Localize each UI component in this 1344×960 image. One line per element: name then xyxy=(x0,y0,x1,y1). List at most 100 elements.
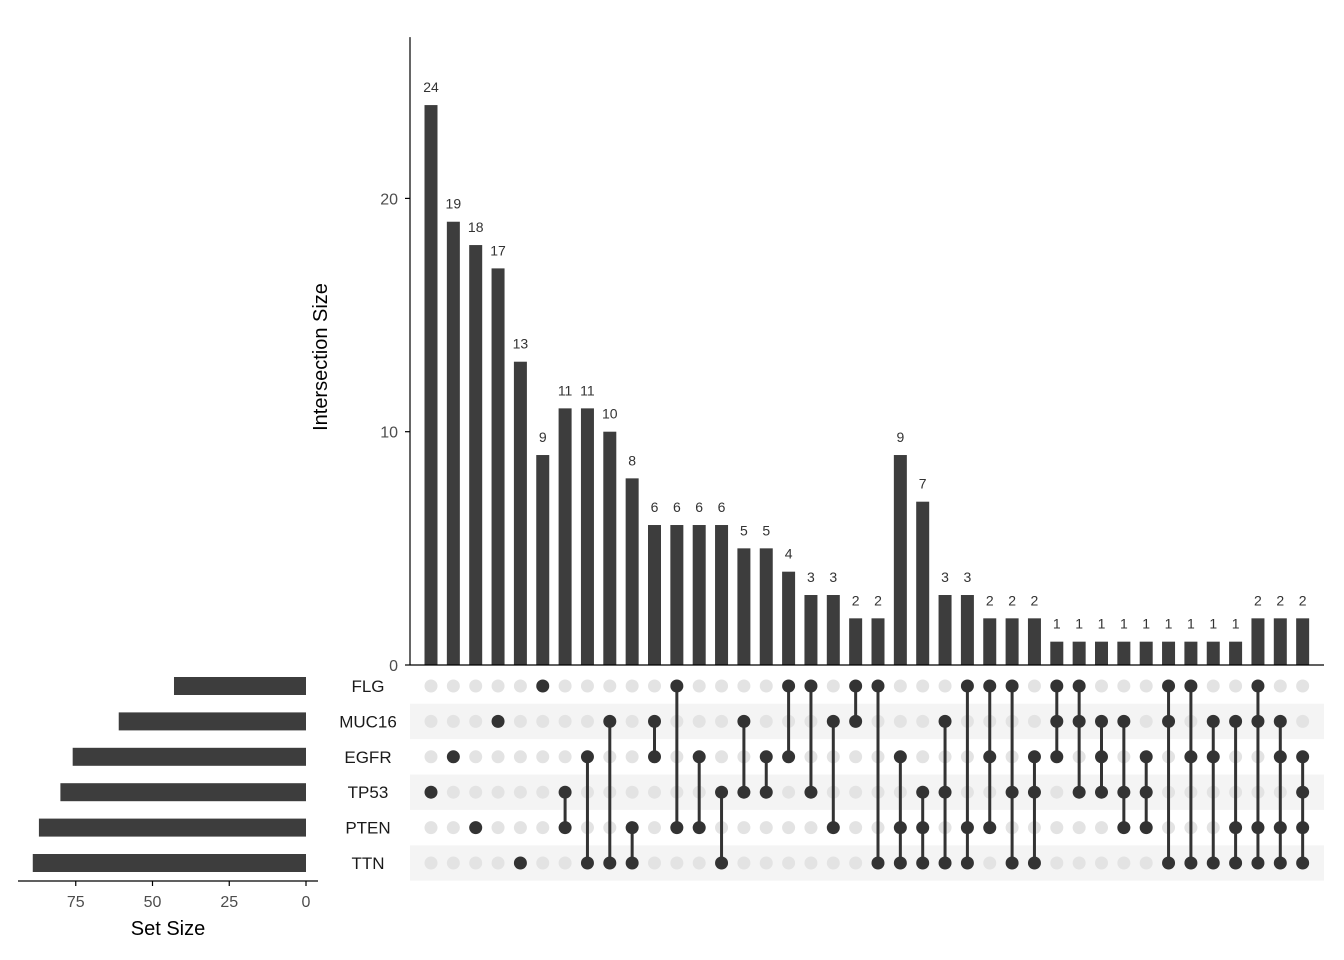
matrix-dot-active xyxy=(1296,821,1310,835)
intersection-bar-label: 19 xyxy=(446,196,462,212)
intersection-bar xyxy=(916,501,930,665)
intersection-bar-label: 6 xyxy=(718,499,726,515)
matrix-dot-active xyxy=(1027,785,1041,799)
matrix-dot-active xyxy=(1206,750,1220,764)
matrix-dot-active xyxy=(1273,750,1287,764)
matrix-dot-inactive xyxy=(1296,679,1310,693)
set-size-bar-egfr xyxy=(72,747,307,766)
matrix-dot-inactive xyxy=(1117,856,1131,870)
intersection-bar xyxy=(648,525,661,665)
matrix-dot-active xyxy=(1050,679,1064,693)
matrix-dot-inactive xyxy=(536,821,550,835)
matrix-dot-active xyxy=(983,679,997,693)
intersection-bar-label: 1 xyxy=(1120,616,1128,632)
intersection-bar-label: 2 xyxy=(1276,592,1284,608)
matrix-dot-inactive xyxy=(983,856,997,870)
matrix-dot-active xyxy=(893,750,907,764)
matrix-dot-inactive xyxy=(536,785,550,799)
intersection-bar xyxy=(782,571,796,665)
intersection-bar-label: 24 xyxy=(423,79,439,95)
matrix-dot-active xyxy=(670,679,684,693)
intersection-bar xyxy=(1251,618,1265,665)
matrix-dot-inactive xyxy=(826,679,840,693)
matrix-dot-inactive xyxy=(446,679,460,693)
matrix-dot-inactive xyxy=(558,714,572,728)
matrix-dot-inactive xyxy=(737,856,751,870)
matrix-dot-inactive xyxy=(916,679,930,693)
set-label-pten: PTEN xyxy=(345,819,390,838)
matrix-dot-inactive xyxy=(759,856,773,870)
matrix-dot-active xyxy=(1005,856,1019,870)
intersection-bar-label: 6 xyxy=(651,499,659,515)
matrix-dot-active xyxy=(424,785,438,799)
matrix-dot-active xyxy=(1095,750,1108,764)
matrix-dot-inactive xyxy=(491,679,505,693)
matrix-dot-inactive xyxy=(1050,785,1064,799)
intersection-bar xyxy=(1027,618,1041,665)
intersection-bar xyxy=(960,595,974,665)
matrix-dot-inactive xyxy=(625,679,639,693)
intersection-bar xyxy=(625,478,639,665)
intersection-bar-label: 3 xyxy=(807,569,815,585)
matrix-dot-inactive xyxy=(1117,679,1131,693)
intersection-bar xyxy=(491,268,505,665)
matrix-dot-active xyxy=(1095,785,1108,799)
intersection-bar-label: 2 xyxy=(1254,592,1262,608)
matrix-dot-active xyxy=(1296,750,1310,764)
intersection-bar-label: 9 xyxy=(539,429,547,445)
matrix-dot-inactive xyxy=(737,821,751,835)
matrix-dot-active xyxy=(558,785,572,799)
matrix-dot-inactive xyxy=(849,856,863,870)
matrix-dot-inactive xyxy=(580,679,594,693)
matrix-dot-inactive xyxy=(804,821,818,835)
intersection-bar xyxy=(1229,641,1243,665)
matrix-dot-inactive xyxy=(1206,679,1220,693)
matrix-dot-active xyxy=(782,679,796,693)
set-size-tick-label: 75 xyxy=(67,894,85,911)
matrix-dot-inactive xyxy=(469,856,483,870)
matrix-dot-active xyxy=(648,714,661,728)
matrix-dot-inactive xyxy=(759,821,773,835)
matrix-dot-inactive xyxy=(938,679,952,693)
matrix-dot-inactive xyxy=(469,679,483,693)
intersection-bar-label: 1 xyxy=(1075,616,1083,632)
matrix-dot-inactive xyxy=(759,679,773,693)
matrix-dot-active xyxy=(1206,856,1220,870)
intersection-bar-label: 1 xyxy=(1232,616,1240,632)
set-size-tick-label: 25 xyxy=(220,894,238,911)
intersection-bar xyxy=(893,455,907,665)
matrix-dot-active xyxy=(1229,821,1243,835)
matrix-dot-inactive xyxy=(849,785,863,799)
matrix-dot-inactive xyxy=(849,750,863,764)
matrix-dot-inactive xyxy=(1072,856,1086,870)
intersection-bar-label: 2 xyxy=(986,592,994,608)
matrix-dot-active xyxy=(558,821,572,835)
set-size-title: Set Size xyxy=(131,918,205,940)
matrix-dot-active xyxy=(1027,856,1041,870)
matrix-dot-inactive xyxy=(603,679,617,693)
intersection-bar xyxy=(1005,618,1019,665)
matrix-dot-active xyxy=(804,785,818,799)
intersection-bar xyxy=(1050,641,1064,665)
intersection-bar xyxy=(424,105,438,665)
matrix-dot-inactive xyxy=(1273,679,1287,693)
matrix-dot-inactive xyxy=(1139,856,1153,870)
matrix-dot-active xyxy=(1050,750,1064,764)
matrix-dot-active xyxy=(983,750,997,764)
matrix-dot-inactive xyxy=(558,750,572,764)
matrix-dot-active xyxy=(737,785,751,799)
matrix-dot-inactive xyxy=(1139,679,1153,693)
matrix-dot-active xyxy=(916,856,930,870)
matrix-dot-inactive xyxy=(513,750,527,764)
matrix-dot-inactive xyxy=(513,679,527,693)
intersection-bar xyxy=(737,548,751,665)
matrix-dot-inactive xyxy=(670,856,684,870)
intersection-bar xyxy=(536,455,550,665)
matrix-dot-inactive xyxy=(692,714,706,728)
matrix-dot-active xyxy=(625,821,639,835)
matrix-dot-active xyxy=(1251,714,1265,728)
matrix-dot-active xyxy=(1251,679,1265,693)
intersection-bar-label: 10 xyxy=(602,406,618,422)
matrix-dot-inactive xyxy=(1229,679,1243,693)
matrix-dot-active xyxy=(1162,679,1176,693)
